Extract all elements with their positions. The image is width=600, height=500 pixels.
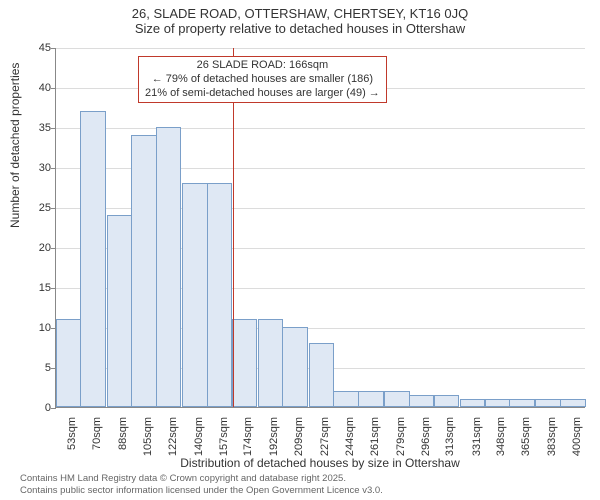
y-axis-label: Number of detached properties — [8, 63, 22, 228]
y-tick-mark — [51, 408, 56, 409]
chart-area: 05101520253035404553sqm70sqm88sqm105sqm1… — [55, 48, 585, 408]
y-tick-mark — [51, 48, 56, 49]
y-tick-label: 10 — [21, 322, 51, 334]
histogram-bar — [535, 399, 560, 407]
chart-title-sub: Size of property relative to detached ho… — [0, 21, 600, 40]
annotation-line1: 26 SLADE ROAD: 166sqm — [145, 59, 380, 73]
histogram-bar — [333, 391, 358, 407]
histogram-bar — [207, 183, 232, 407]
y-tick-mark — [51, 128, 56, 129]
gridline-h — [56, 48, 585, 49]
histogram-bar — [107, 215, 132, 407]
y-tick-label: 25 — [21, 202, 51, 214]
chart-title-main: 26, SLADE ROAD, OTTERSHAW, CHERTSEY, KT1… — [0, 0, 600, 21]
y-tick-mark — [51, 88, 56, 89]
histogram-bar — [182, 183, 207, 407]
histogram-bar — [434, 395, 459, 407]
footer-attribution: Contains HM Land Registry data © Crown c… — [20, 473, 383, 496]
histogram-bar — [509, 399, 534, 407]
y-tick-label: 15 — [21, 282, 51, 294]
plot-region: 05101520253035404553sqm70sqm88sqm105sqm1… — [55, 48, 585, 408]
y-tick-label: 30 — [21, 162, 51, 174]
histogram-bar — [258, 319, 283, 407]
histogram-bar — [131, 135, 156, 407]
histogram-bar — [358, 391, 383, 407]
gridline-h — [56, 128, 585, 129]
y-tick-label: 45 — [21, 42, 51, 54]
chart-container: 26, SLADE ROAD, OTTERSHAW, CHERTSEY, KT1… — [0, 0, 600, 500]
y-tick-mark — [51, 288, 56, 289]
annotation-line2: ← 79% of detached houses are smaller (18… — [145, 73, 380, 87]
footer-line2: Contains public sector information licen… — [20, 485, 383, 496]
histogram-bar — [282, 327, 307, 407]
histogram-bar — [80, 111, 105, 407]
y-tick-mark — [51, 168, 56, 169]
x-axis-label: Distribution of detached houses by size … — [55, 456, 585, 470]
y-tick-mark — [51, 248, 56, 249]
histogram-bar — [156, 127, 181, 407]
histogram-bar — [409, 395, 434, 407]
histogram-bar — [56, 319, 81, 407]
annotation-box: 26 SLADE ROAD: 166sqm← 79% of detached h… — [138, 56, 387, 103]
histogram-bar — [560, 399, 585, 407]
histogram-bar — [485, 399, 510, 407]
y-tick-label: 5 — [21, 362, 51, 374]
footer-line1: Contains HM Land Registry data © Crown c… — [20, 473, 383, 484]
annotation-line3: 21% of semi-detached houses are larger (… — [145, 87, 380, 101]
histogram-bar — [232, 319, 257, 407]
y-tick-label: 40 — [21, 82, 51, 94]
y-tick-mark — [51, 208, 56, 209]
y-tick-label: 20 — [21, 242, 51, 254]
y-tick-label: 35 — [21, 122, 51, 134]
y-tick-label: 0 — [21, 402, 51, 414]
histogram-bar — [460, 399, 485, 407]
histogram-bar — [309, 343, 334, 407]
histogram-bar — [384, 391, 409, 407]
